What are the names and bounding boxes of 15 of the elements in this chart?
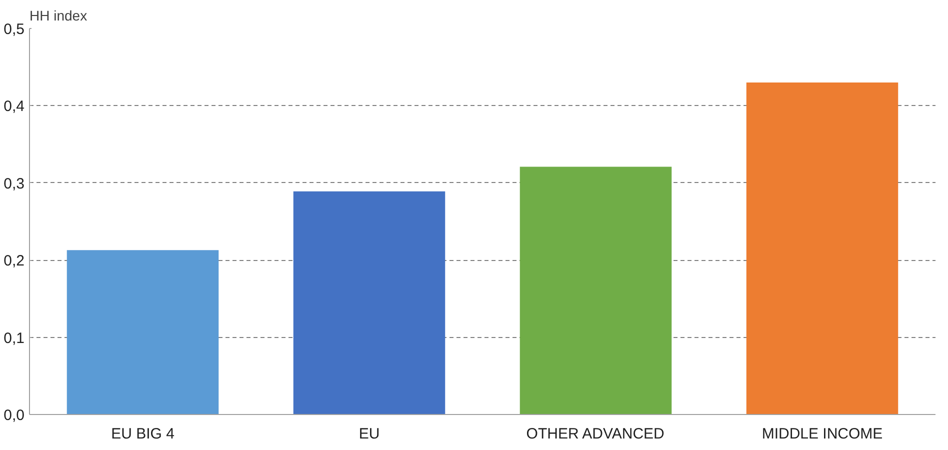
y-tick-label: 0,2	[4, 252, 25, 270]
y-tick-label: 0,4	[4, 98, 25, 116]
x-tick-label: EU	[358, 426, 380, 442]
x-tick-label: EU BIG 4	[111, 426, 174, 442]
x-tick-label: MIDDLE INCOME	[762, 426, 883, 442]
bar	[746, 82, 898, 414]
y-tick-label: 0,5	[4, 21, 25, 38]
y-tick-label: 0,1	[4, 330, 25, 347]
bar	[293, 191, 446, 414]
x-tick-label: OTHER ADVANCED	[526, 426, 665, 442]
y-axis-title: HH index	[30, 8, 88, 24]
y-tick-label: 0,0	[4, 407, 25, 424]
y-tick-label: 0,3	[4, 175, 25, 192]
bar	[66, 250, 219, 414]
bar	[520, 166, 672, 414]
